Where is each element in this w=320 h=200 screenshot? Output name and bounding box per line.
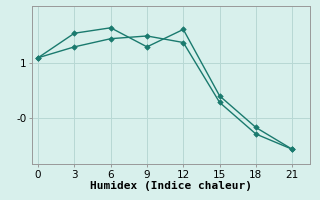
X-axis label: Humidex (Indice chaleur): Humidex (Indice chaleur) [90, 181, 252, 191]
